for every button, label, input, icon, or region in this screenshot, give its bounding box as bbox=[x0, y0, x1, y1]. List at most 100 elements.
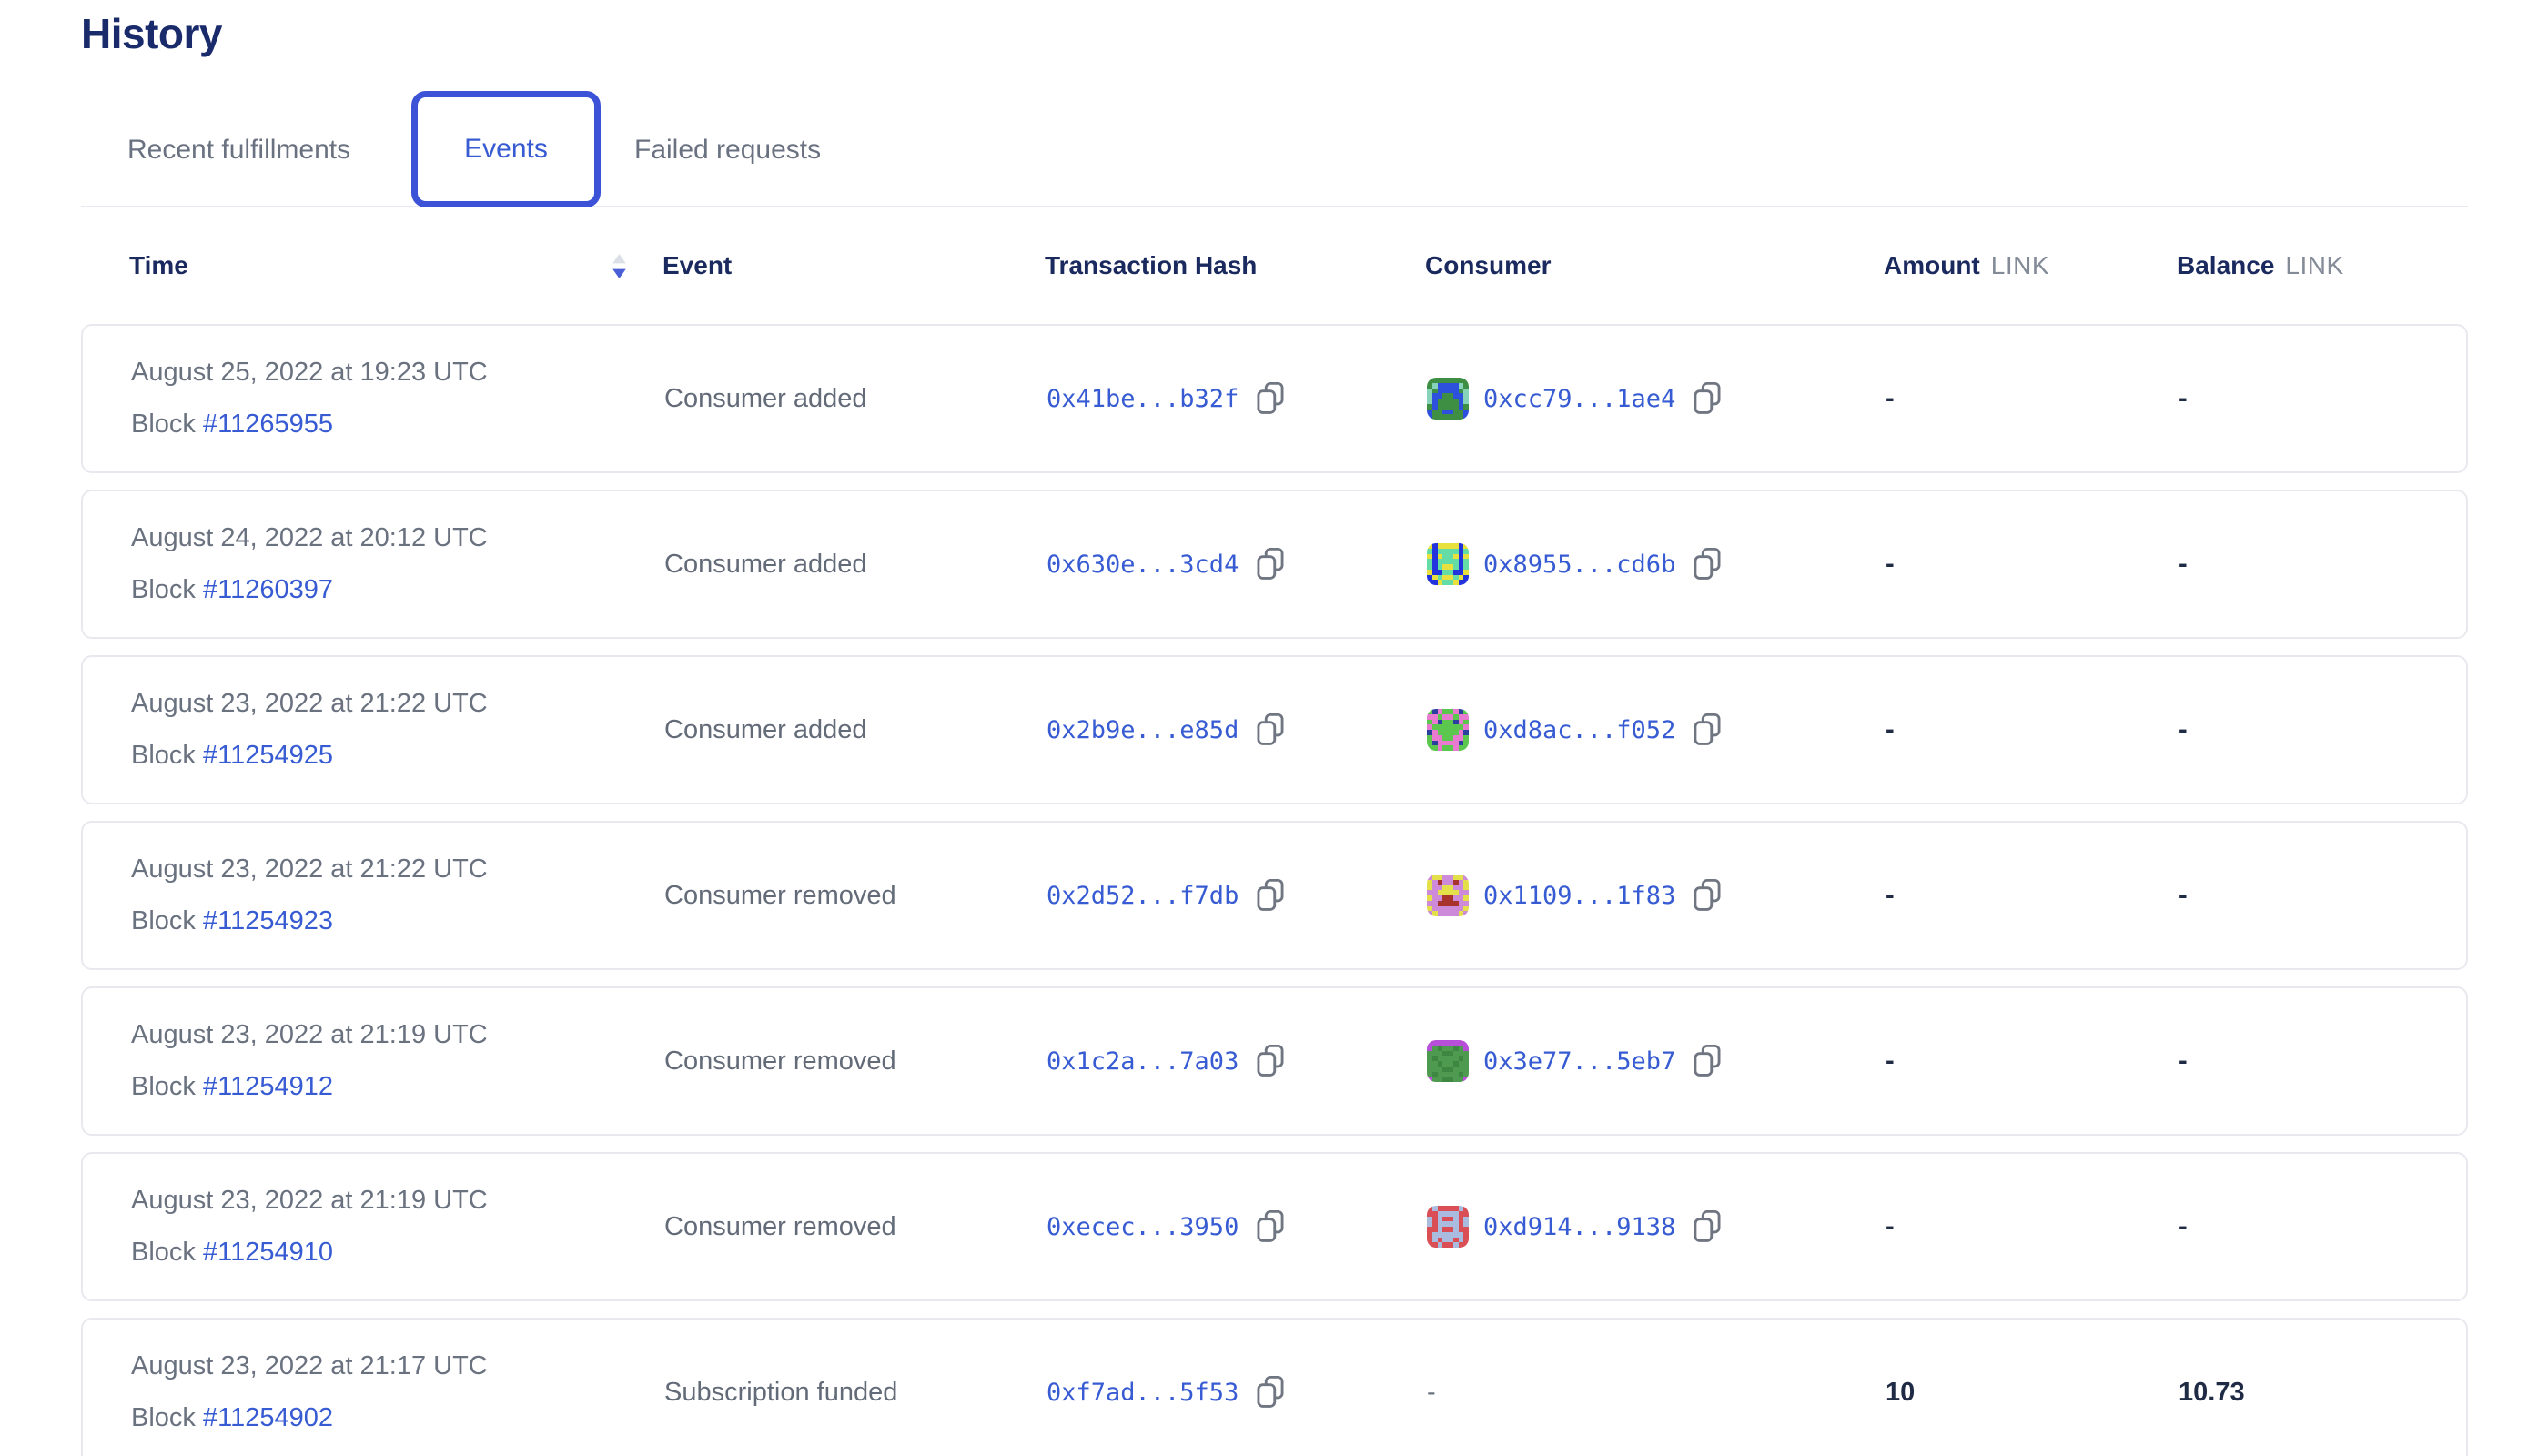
event-cell: Consumer added bbox=[664, 714, 867, 744]
copy-icon bbox=[1694, 1044, 1721, 1077]
event-cell: Consumer added bbox=[664, 383, 867, 413]
consumer-cell: 0xcc79...1ae4 bbox=[1427, 378, 1886, 420]
amount-cell: - bbox=[1886, 549, 1895, 579]
table-row: August 24, 2022 at 20:12 UTC Block #1126… bbox=[81, 490, 2468, 639]
copy-consumer-address-button[interactable] bbox=[1692, 713, 1723, 747]
tab-failed-requests[interactable]: Failed requests bbox=[634, 135, 822, 165]
block-label: Block bbox=[131, 1403, 203, 1432]
transaction-hash-link[interactable]: 0x1c2a...7a03 bbox=[1047, 1046, 1239, 1076]
block-number-link[interactable]: #11260397 bbox=[202, 575, 333, 604]
copy-icon bbox=[1257, 1209, 1284, 1242]
tab-events-label: Events bbox=[464, 134, 548, 164]
consumer-address-link[interactable]: 0xd8ac...f052 bbox=[1483, 715, 1676, 744]
row-block: Block #11265955 bbox=[131, 410, 664, 440]
consumer-address-link[interactable]: 0xd914...9138 bbox=[1483, 1212, 1676, 1241]
time-cell: August 23, 2022 at 21:22 UTC Block #1125… bbox=[131, 854, 664, 936]
consumer-cell: 0x1109...1f83 bbox=[1427, 875, 1886, 916]
event-cell: Consumer removed bbox=[664, 1046, 896, 1076]
amount-cell: 10 bbox=[1886, 1377, 1916, 1407]
copy-transaction-hash-button[interactable] bbox=[1255, 1044, 1286, 1078]
column-header-event: Event bbox=[662, 251, 733, 279]
row-block: Block #11254923 bbox=[131, 906, 664, 936]
row-timestamp: August 23, 2022 at 21:19 UTC bbox=[131, 1186, 488, 1215]
column-header-consumer: Consumer bbox=[1425, 251, 1552, 279]
tab-recent-fulfillments[interactable]: Recent fulfillments bbox=[127, 135, 351, 165]
block-number-link[interactable]: #11254923 bbox=[202, 906, 333, 935]
copy-consumer-address-button[interactable] bbox=[1692, 381, 1723, 416]
row-timestamp: August 25, 2022 at 19:23 UTC bbox=[131, 358, 488, 387]
transaction-hash-link[interactable]: 0xf7ad...5f53 bbox=[1047, 1378, 1239, 1407]
time-cell: August 24, 2022 at 20:12 UTC Block #1126… bbox=[131, 523, 664, 605]
copy-icon bbox=[1257, 1375, 1284, 1408]
consumer-address-link[interactable]: 0x1109...1f83 bbox=[1483, 881, 1676, 910]
copy-transaction-hash-button[interactable] bbox=[1255, 878, 1286, 913]
block-number-link[interactable]: #11254925 bbox=[202, 741, 333, 770]
consumer-avatar bbox=[1427, 1206, 1469, 1248]
copy-transaction-hash-button[interactable] bbox=[1255, 1209, 1286, 1244]
transaction-hash-link[interactable]: 0x2d52...f7db bbox=[1047, 881, 1239, 910]
transaction-hash-link[interactable]: 0xecec...3950 bbox=[1047, 1212, 1239, 1241]
column-header-balance: Balance LINK bbox=[2177, 251, 2468, 280]
consumer-avatar bbox=[1427, 378, 1469, 420]
transaction-hash-cell: 0x1c2a...7a03 bbox=[1047, 1044, 1427, 1078]
copy-consumer-address-button[interactable] bbox=[1692, 1209, 1723, 1244]
amount-cell: - bbox=[1886, 1211, 1895, 1241]
consumer-address-link[interactable]: 0x8955...cd6b bbox=[1483, 550, 1676, 579]
copy-consumer-address-button[interactable] bbox=[1692, 878, 1723, 913]
block-label: Block bbox=[131, 1238, 203, 1267]
transaction-hash-cell: 0x630e...3cd4 bbox=[1047, 547, 1427, 581]
copy-icon bbox=[1694, 713, 1721, 745]
copy-consumer-address-button[interactable] bbox=[1692, 1044, 1723, 1078]
consumer-cell: 0xd8ac...f052 bbox=[1427, 709, 1886, 751]
block-number-link[interactable]: #11254912 bbox=[202, 1072, 333, 1101]
transaction-hash-link[interactable]: 0x630e...3cd4 bbox=[1047, 550, 1239, 579]
consumer-avatar bbox=[1427, 875, 1469, 916]
event-cell: Consumer added bbox=[664, 549, 867, 579]
tab-events[interactable]: Events bbox=[411, 91, 601, 207]
transaction-hash-link[interactable]: 0x41be...b32f bbox=[1047, 384, 1239, 413]
balance-cell: - bbox=[2179, 1211, 2188, 1241]
balance-cell: - bbox=[2179, 714, 2188, 744]
copy-icon bbox=[1257, 1044, 1284, 1077]
table-row: August 23, 2022 at 21:19 UTC Block #1125… bbox=[81, 986, 2468, 1136]
table-body: August 25, 2022 at 19:23 UTC Block #1126… bbox=[81, 324, 2468, 1456]
balance-cell: - bbox=[2179, 383, 2188, 413]
consumer-cell: 0xd914...9138 bbox=[1427, 1206, 1886, 1248]
time-cell: August 23, 2022 at 21:19 UTC Block #1125… bbox=[131, 1020, 664, 1102]
event-cell: Subscription funded bbox=[664, 1377, 898, 1407]
copy-transaction-hash-button[interactable] bbox=[1255, 381, 1286, 416]
consumer-avatar bbox=[1427, 543, 1469, 585]
balance-cell: - bbox=[2179, 1046, 2188, 1076]
block-label: Block bbox=[131, 906, 203, 935]
amount-cell: - bbox=[1886, 880, 1895, 910]
time-cell: August 23, 2022 at 21:19 UTC Block #1125… bbox=[131, 1186, 664, 1268]
copy-transaction-hash-button[interactable] bbox=[1255, 713, 1286, 747]
block-number-link[interactable]: #11254902 bbox=[202, 1403, 333, 1432]
tab-divider bbox=[81, 206, 2468, 207]
consumer-address-link[interactable]: 0xcc79...1ae4 bbox=[1483, 384, 1676, 413]
consumer-address-link[interactable]: 0x3e77...5eb7 bbox=[1483, 1046, 1676, 1076]
page-title: History bbox=[81, 10, 222, 57]
copy-icon bbox=[1694, 381, 1721, 414]
row-block: Block #11260397 bbox=[131, 575, 664, 605]
copy-transaction-hash-button[interactable] bbox=[1255, 1375, 1286, 1410]
transaction-hash-cell: 0x2b9e...e85d bbox=[1047, 713, 1427, 747]
transaction-hash-link[interactable]: 0x2b9e...e85d bbox=[1047, 715, 1239, 744]
sort-descending-icon[interactable] bbox=[612, 253, 626, 278]
column-header-time-label: Time bbox=[129, 251, 188, 279]
block-number-link[interactable]: #11265955 bbox=[202, 410, 333, 439]
time-cell: August 25, 2022 at 19:23 UTC Block #1126… bbox=[131, 358, 664, 440]
row-timestamp: August 23, 2022 at 21:22 UTC bbox=[131, 689, 488, 718]
balance-cell: - bbox=[2179, 549, 2188, 579]
copy-icon bbox=[1694, 1209, 1721, 1242]
column-header-time[interactable]: Time bbox=[129, 251, 662, 280]
consumer-avatar bbox=[1427, 709, 1469, 751]
block-number-link[interactable]: #11254910 bbox=[202, 1238, 333, 1267]
transaction-hash-cell: 0x2d52...f7db bbox=[1047, 878, 1427, 913]
copy-consumer-address-button[interactable] bbox=[1692, 547, 1723, 581]
row-block: Block #11254902 bbox=[131, 1403, 664, 1433]
tab-bar: Recent fulfillments Events Failed reques… bbox=[81, 87, 2468, 207]
copy-icon bbox=[1694, 547, 1721, 580]
copy-transaction-hash-button[interactable] bbox=[1255, 547, 1286, 581]
